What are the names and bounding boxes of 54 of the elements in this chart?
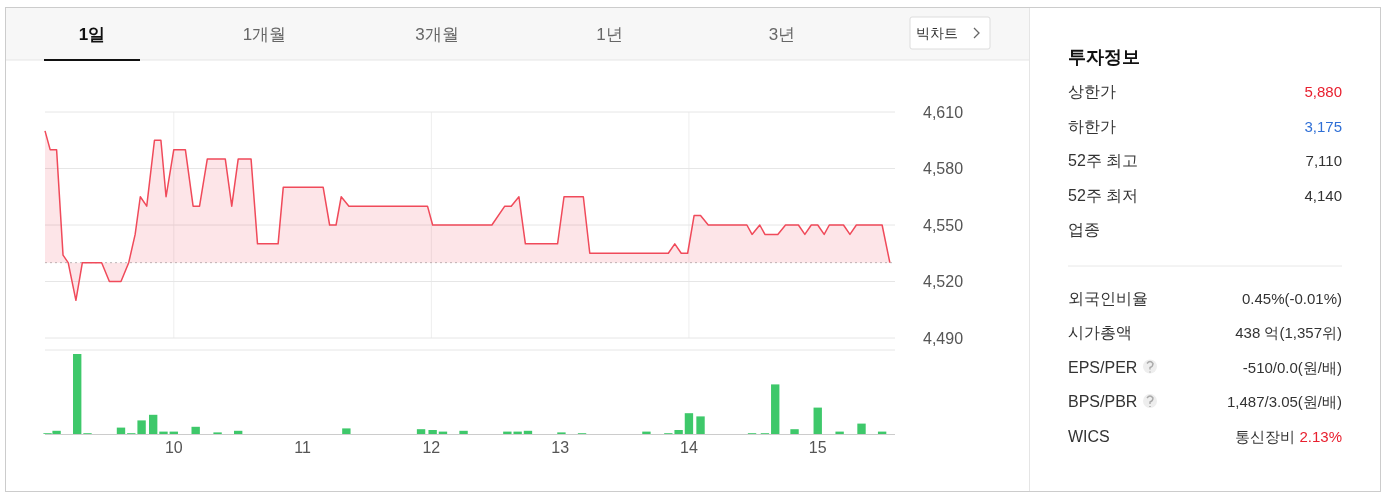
- x-tick-label: 15: [808, 439, 827, 456]
- text: 1,487/3.05(원/배): [1226, 393, 1342, 410]
- y-tick-label: 4,550: [923, 216, 964, 234]
- text: 투자정보: [1068, 47, 1140, 67]
- category-label: BPS/PBR: [1068, 393, 1138, 410]
- bar: [73, 354, 82, 434]
- text: 7,110: [1305, 152, 1342, 169]
- text: -510/0.0(원/배): [1242, 358, 1342, 376]
- text: 4,140: [1304, 186, 1342, 204]
- category-label: WICS: [1068, 427, 1110, 445]
- category-label: 외국인비율: [1068, 289, 1148, 307]
- bar: [137, 420, 146, 434]
- category-label: 시가총액: [1068, 324, 1132, 341]
- bar: [416, 429, 426, 434]
- category-label: 업종: [1068, 221, 1100, 238]
- text: 5,880: [1304, 83, 1342, 100]
- bar: [428, 430, 437, 434]
- bar: [835, 431, 844, 434]
- bar: [342, 428, 351, 434]
- category-label: 52주 최저: [1068, 186, 1139, 204]
- text: 1일: [78, 25, 106, 44]
- text: 빅차트: [916, 25, 958, 41]
- text: 0.45%(-0.01%): [1241, 289, 1342, 307]
- x-tick-label: 14: [680, 439, 698, 456]
- y-tick-label: 4,580: [923, 160, 964, 178]
- bar: [813, 407, 822, 434]
- bar: [790, 429, 799, 434]
- text: 3년: [768, 25, 796, 44]
- text: 438 억(1,357위): [1235, 324, 1342, 341]
- bar: [459, 430, 468, 434]
- y-tick-label: 4,490: [923, 329, 964, 347]
- x-tick-label: 11: [294, 439, 311, 456]
- text: 3,175: [1304, 117, 1342, 135]
- y-tick-label: 4,520: [923, 273, 964, 291]
- bar: [696, 416, 705, 434]
- text: 1개월: [242, 25, 287, 44]
- category-label: EPS/PER: [1068, 358, 1138, 376]
- x-tick-label: 12: [422, 439, 441, 456]
- bar: [857, 423, 866, 434]
- x-tick-label: 10: [164, 439, 183, 456]
- category-label: 하한가: [1068, 117, 1116, 135]
- category-label: 상한가: [1068, 83, 1116, 100]
- y-tick-label: 4,610: [923, 103, 964, 121]
- text: 통신장비 2.13%: [1235, 427, 1342, 445]
- bar: [642, 431, 651, 434]
- category-label: 52주 최고: [1068, 152, 1139, 169]
- text: 3개월: [415, 25, 459, 44]
- text: 1년: [596, 25, 623, 44]
- bar: [771, 384, 780, 434]
- x-tick-label: 13: [551, 439, 570, 456]
- bar: [149, 414, 158, 434]
- bar: [159, 431, 168, 434]
- bar: [191, 426, 200, 434]
- bar: [684, 413, 694, 434]
